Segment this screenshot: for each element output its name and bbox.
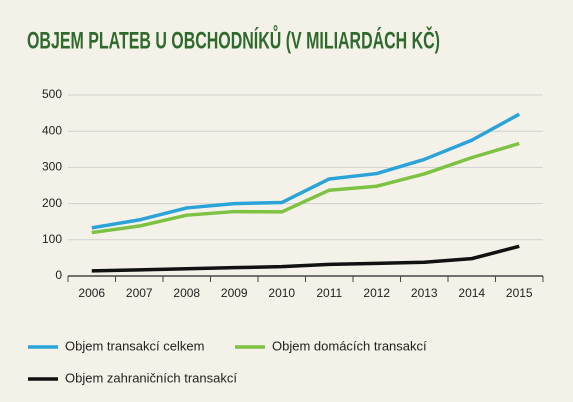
legend-label: Objem transakcí celkem — [65, 338, 204, 353]
x-tick-label: 2011 — [316, 286, 342, 300]
x-tick-label: 2015 — [506, 286, 533, 300]
x-tick-label: 2010 — [268, 286, 295, 300]
y-tick-label: 0 — [55, 268, 62, 282]
series-line — [91, 141, 520, 235]
x-tick-label: 2014 — [458, 286, 485, 300]
x-tick-label: 2012 — [363, 286, 390, 300]
y-tick-label: 100 — [42, 232, 62, 246]
legend-label: Objem zahraničních transakcí — [65, 370, 237, 385]
legend-label: Objem domácích transakcí — [272, 338, 427, 353]
x-tick-label: 2013 — [411, 286, 438, 300]
y-tick-label: 300 — [42, 160, 62, 174]
x-tick-label: 2007 — [126, 286, 153, 300]
chart-title: OBJEM PLATEB U OBCHODNÍKŮ (V MILIARDÁCH … — [27, 24, 440, 54]
y-tick-label: 200 — [42, 196, 62, 210]
x-tick-label: 2006 — [78, 286, 105, 300]
y-tick-label: 400 — [42, 123, 62, 137]
x-tick-label: 2008 — [173, 286, 200, 300]
x-tick-label: 2009 — [221, 286, 248, 300]
series-line — [91, 244, 520, 273]
y-tick-label: 500 — [42, 87, 62, 101]
series-line — [91, 112, 521, 230]
